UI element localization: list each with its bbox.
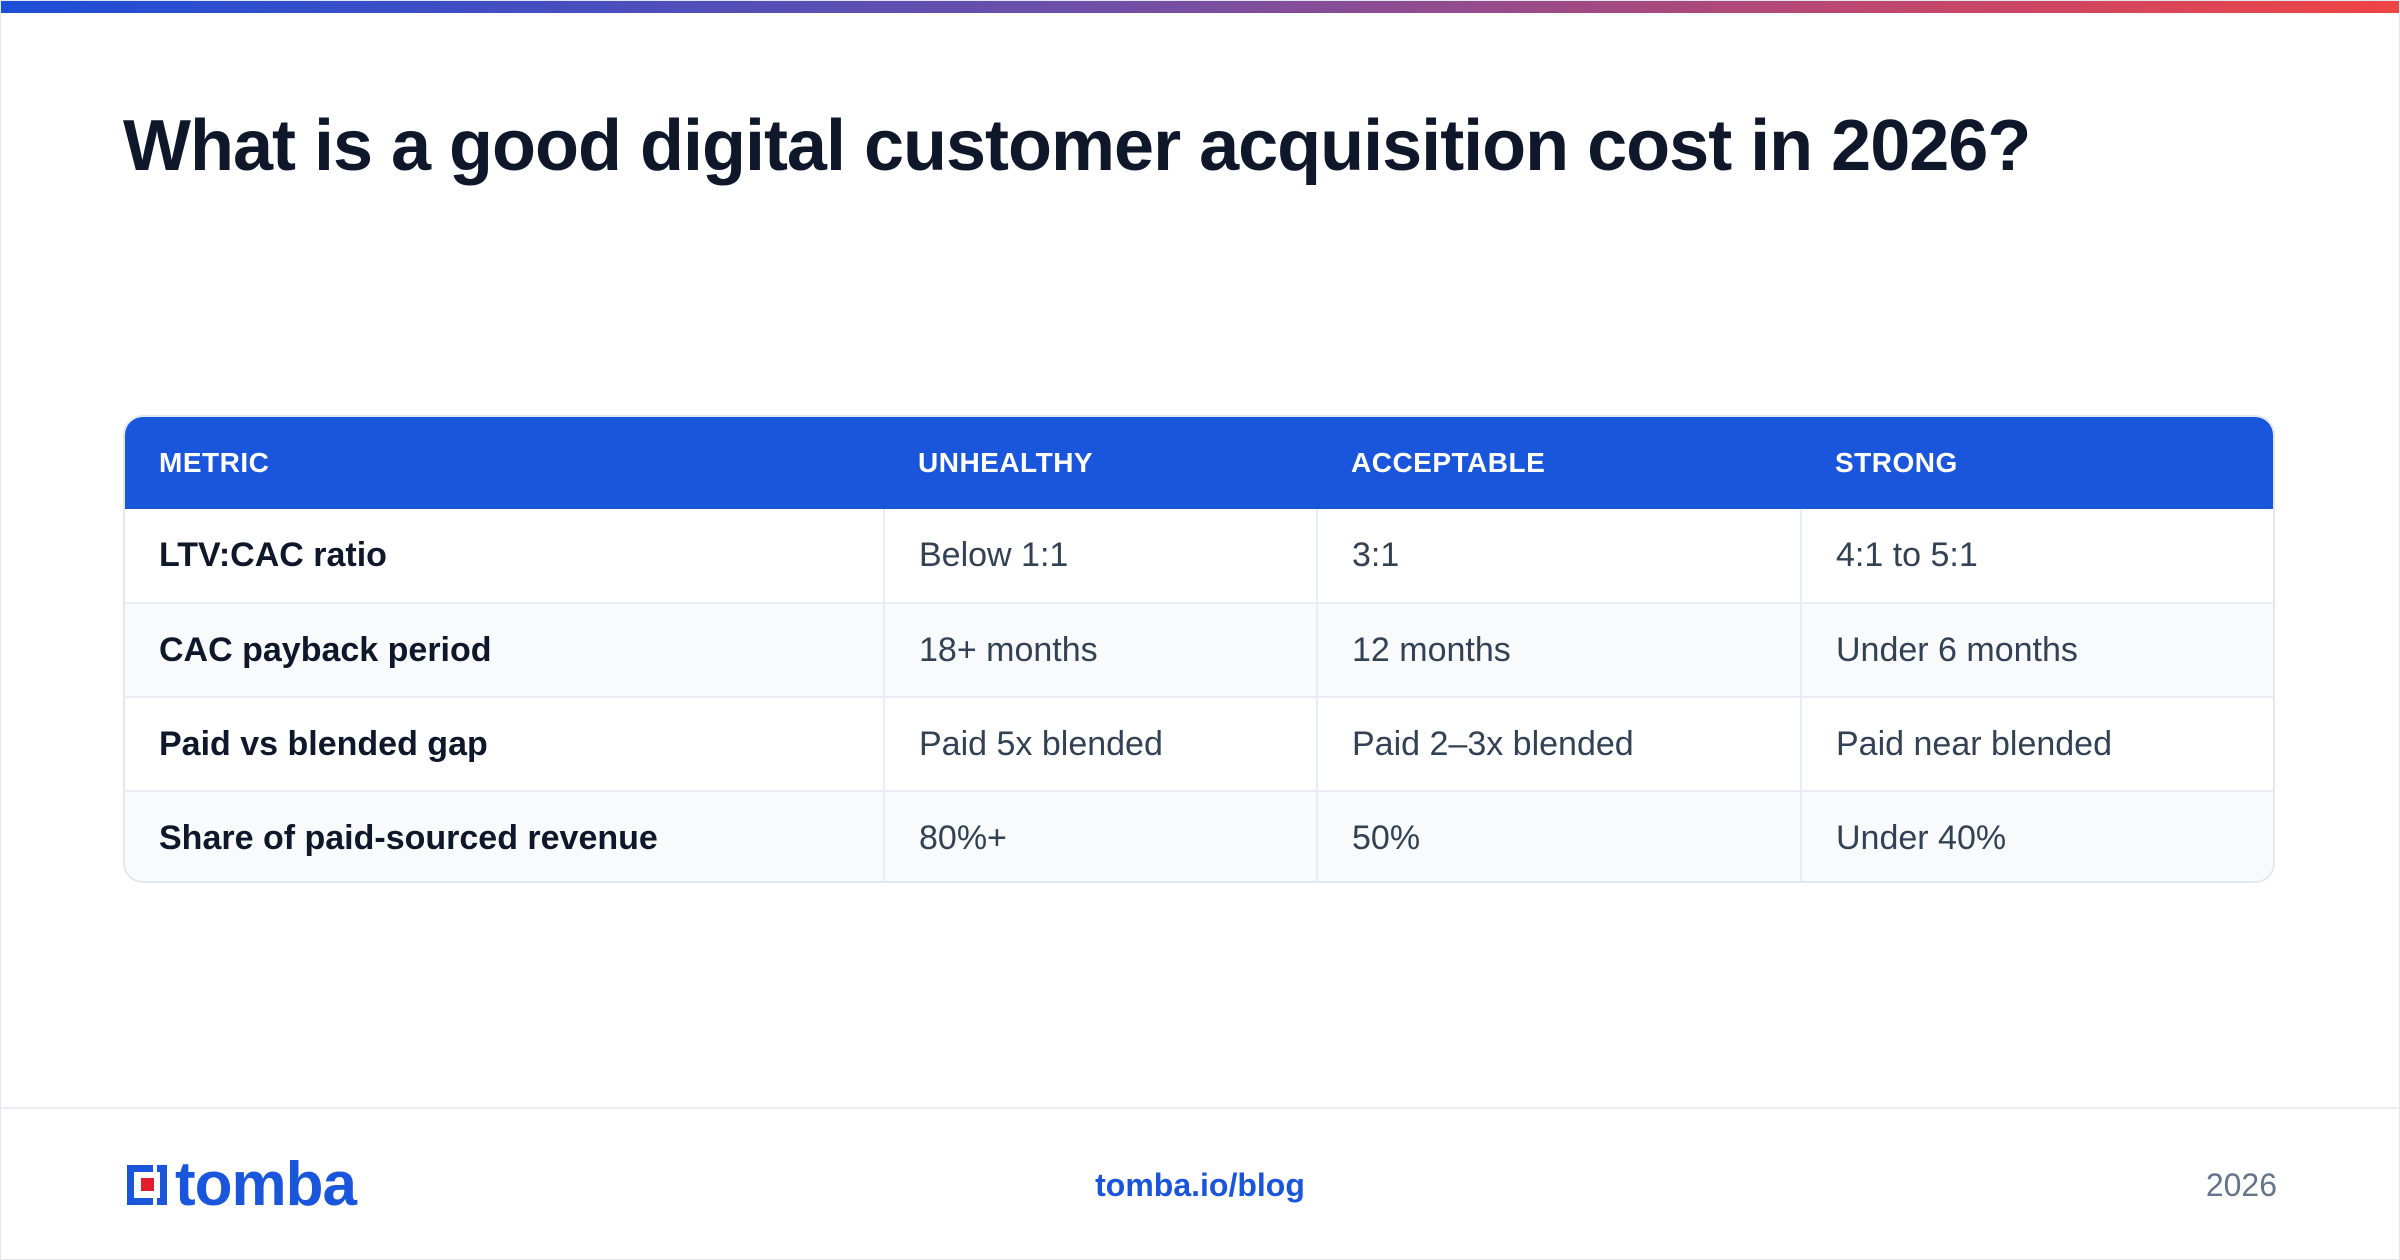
page-title: What is a good digital customer acquisit… — [123, 106, 2031, 186]
row-strong: Under 40% — [1800, 790, 2273, 881]
gradient-top-bar — [1, 1, 2399, 13]
tomba-logo[interactable]: tomba — [123, 1150, 357, 1219]
row-metric: LTV:CAC ratio — [159, 536, 387, 574]
row-metric: Paid vs blended gap — [125, 696, 884, 791]
row-strong: 4:1 to 5:1 — [1800, 509, 2273, 603]
row-unhealthy: Below 1:1 — [883, 509, 1317, 603]
table-row: Share of paid-sourced revenue 80%+ 50% U… — [125, 790, 2273, 881]
header-strong: STRONG — [1835, 447, 1958, 478]
tomba-logo-icon — [127, 1165, 167, 1205]
blog-link-text[interactable]: tomba.io/blog — [1095, 1167, 1305, 1203]
header-metric: METRIC — [159, 447, 270, 478]
row-acceptable: Paid 2–3x blended — [1316, 696, 1801, 791]
row-unhealthy: Paid 5x blended — [883, 696, 1317, 791]
footer-year: 2026 — [2205, 1167, 2277, 1203]
header-acceptable: ACCEPTABLE — [1351, 447, 1546, 478]
row-acceptable: 12 months — [1316, 602, 1801, 697]
footer: tomba tomba.io/blog 2026 — [1, 1107, 2399, 1259]
table-row: Paid vs blended gap Paid 5x blended Paid… — [125, 696, 2273, 791]
header-unhealthy: UNHEALTHY — [918, 447, 1094, 478]
blog-link[interactable]: tomba.io/blog — [1, 1167, 2399, 1204]
row-acceptable: 3:1 — [1316, 509, 1801, 603]
row-metric: Share of paid-sourced revenue — [125, 790, 884, 881]
row-unhealthy: 18+ months — [883, 602, 1317, 697]
row-acceptable: 50% — [1316, 790, 1801, 881]
table-row: CAC payback period 18+ months 12 months … — [125, 602, 2273, 697]
row-strong: Under 6 months — [1800, 602, 2273, 697]
table-row: LTV:CAC ratio Below 1:1 3:1 4:1 to 5:1 — [125, 509, 2273, 603]
row-unhealthy: 80%+ — [883, 790, 1317, 881]
logo-wordmark: tomba — [175, 1150, 357, 1219]
table-header-row: METRIC UNHEALTHY ACCEPTABLE STRONG — [125, 417, 2273, 509]
row-strong: Paid near blended — [1800, 696, 2273, 791]
cac-benchmark-table: METRIC UNHEALTHY ACCEPTABLE STRONG LTV:C… — [123, 415, 2275, 883]
row-metric: CAC payback period — [125, 602, 884, 697]
